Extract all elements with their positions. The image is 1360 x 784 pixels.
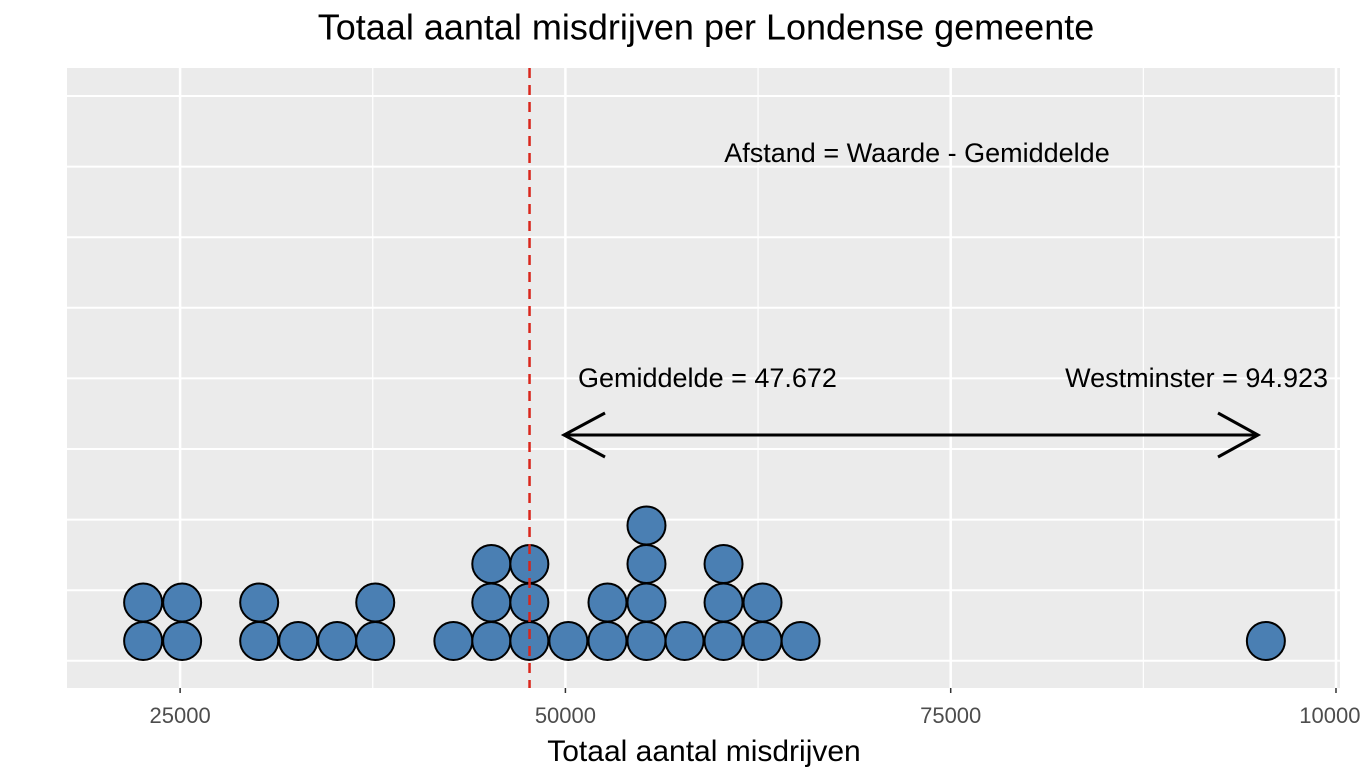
x-tick-label: 100000 (1299, 703, 1360, 728)
annotation: Afstand = Waarde - Gemiddelde (724, 138, 1109, 168)
dot (703, 582, 744, 623)
dot (239, 621, 280, 661)
dot (123, 582, 164, 623)
arrow (560, 411, 1262, 459)
dot (587, 582, 628, 623)
dot (471, 621, 512, 661)
dot (664, 621, 705, 661)
dot (780, 621, 821, 661)
dot (626, 582, 667, 623)
chart-title: Totaal aantal misdrijven per Londense ge… (318, 7, 1095, 48)
dot (626, 621, 667, 661)
plot-layer (123, 68, 1338, 693)
dot (703, 621, 744, 661)
dot (703, 544, 744, 584)
x-axis-label: Totaal aantal misdrijven (547, 735, 861, 768)
x-tick-label: 50000 (535, 703, 596, 728)
dot (742, 621, 783, 661)
dot (433, 621, 474, 661)
dot (471, 582, 512, 623)
dot (626, 544, 667, 584)
dot (123, 621, 164, 661)
dot (626, 505, 667, 546)
dot (317, 621, 358, 661)
y-grid (67, 95, 1340, 662)
dot (278, 621, 319, 661)
annotation: Westminster = 94.923 (1065, 363, 1328, 393)
dot (355, 621, 396, 661)
x-tick-label: 25000 (150, 703, 211, 728)
dot (162, 621, 203, 661)
dot (1245, 621, 1286, 661)
dot (742, 582, 783, 623)
dot (587, 621, 628, 661)
x-tick-label: 75000 (920, 703, 981, 728)
dot (355, 582, 396, 623)
dot (239, 582, 280, 623)
annotation: Gemiddelde = 47.672 (578, 363, 837, 393)
dot (162, 582, 203, 623)
dot (471, 544, 512, 584)
dot (548, 621, 589, 661)
